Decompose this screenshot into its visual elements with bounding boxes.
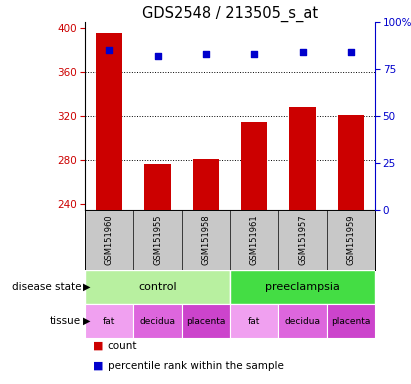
- Bar: [133, 304, 182, 338]
- Text: GSM151961: GSM151961: [249, 215, 259, 265]
- Point: [251, 51, 257, 57]
- Text: preeclampsia: preeclampsia: [265, 282, 340, 292]
- Point: [106, 47, 113, 53]
- Bar: [230, 304, 278, 338]
- Bar: [289, 107, 316, 210]
- Bar: [85, 304, 133, 338]
- Text: control: control: [138, 282, 177, 292]
- Text: ■: ■: [93, 341, 104, 351]
- Text: ■: ■: [93, 361, 104, 371]
- Point: [154, 53, 161, 59]
- Bar: [144, 164, 171, 210]
- Text: decidua: decidua: [139, 316, 175, 326]
- Bar: [278, 304, 327, 338]
- Point: [299, 49, 306, 55]
- Bar: [337, 115, 364, 210]
- Bar: [327, 304, 375, 338]
- Text: fat: fat: [103, 316, 115, 326]
- Text: GSM151957: GSM151957: [298, 215, 307, 265]
- Text: GSM151958: GSM151958: [201, 215, 210, 265]
- Point: [203, 51, 209, 57]
- Text: tissue: tissue: [50, 316, 81, 326]
- Bar: [182, 304, 230, 338]
- Text: GSM151959: GSM151959: [346, 215, 356, 265]
- Text: GSM151960: GSM151960: [105, 215, 114, 265]
- Bar: [85, 270, 230, 304]
- Text: fat: fat: [248, 316, 260, 326]
- Text: placenta: placenta: [331, 316, 371, 326]
- Text: placenta: placenta: [186, 316, 226, 326]
- Bar: [241, 121, 268, 210]
- Text: disease state: disease state: [12, 282, 81, 292]
- Point: [348, 49, 354, 55]
- Text: GSM151955: GSM151955: [153, 215, 162, 265]
- Text: decidua: decidua: [284, 316, 321, 326]
- Title: GDS2548 / 213505_s_at: GDS2548 / 213505_s_at: [142, 6, 318, 22]
- Bar: [230, 270, 375, 304]
- Bar: [192, 159, 219, 210]
- Bar: [96, 33, 122, 210]
- Text: count: count: [108, 341, 137, 351]
- Text: percentile rank within the sample: percentile rank within the sample: [108, 361, 284, 371]
- Text: ▶: ▶: [83, 282, 90, 292]
- Text: ▶: ▶: [83, 316, 90, 326]
